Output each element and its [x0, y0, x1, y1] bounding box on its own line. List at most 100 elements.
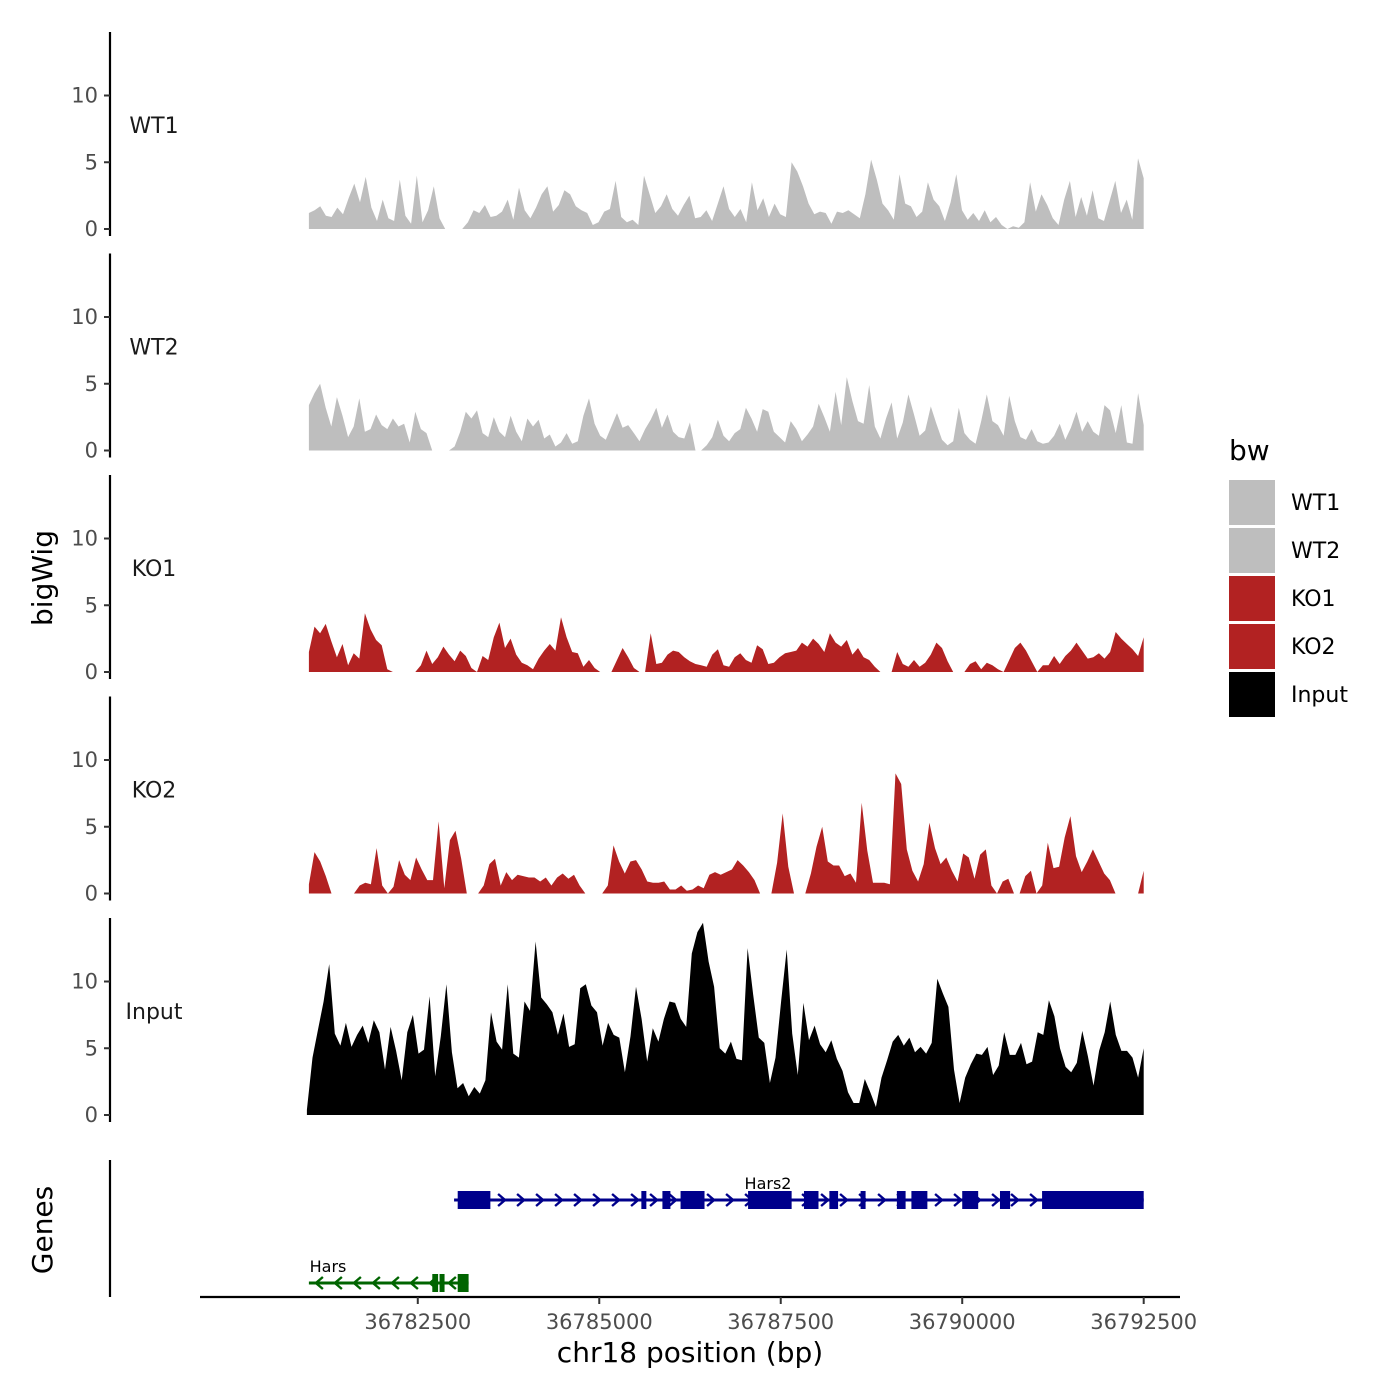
strand-arrow: [371, 1276, 381, 1290]
legend-key-wt2: [1229, 528, 1275, 573]
track-wt2: 0 5 10 WT2: [71, 253, 1144, 463]
strand-arrow: [820, 1193, 830, 1207]
y-tick-label: 5: [85, 150, 98, 174]
strand-arrow: [516, 1193, 526, 1207]
y-tick-label: 5: [85, 1036, 98, 1060]
gene-hars2: Hars2: [454, 1174, 1144, 1209]
exon-block: [911, 1191, 928, 1209]
legend-key-input: [1229, 672, 1275, 717]
y-tick-label: 10: [71, 748, 98, 772]
x-tick-label: 36785000: [546, 1310, 653, 1334]
strand-arrow: [649, 1193, 659, 1207]
y-tick-label: 10: [71, 84, 98, 108]
x-tick-label: 36787500: [727, 1310, 834, 1334]
exon-block: [457, 1274, 469, 1292]
x-tick-label: 36790000: [909, 1310, 1016, 1334]
x-axis: 36782500 36785000 36787500 36790000 36792500: [200, 1295, 1197, 1334]
y-tick-label: 0: [85, 882, 98, 906]
track-label: KO2: [132, 778, 177, 803]
y-tick-label: 0: [85, 439, 98, 463]
track-label: KO1: [132, 557, 177, 582]
y-tick-label: 0: [85, 660, 98, 684]
track-ko2: 0 5 10 KO2: [71, 696, 1144, 906]
strand-arrow: [592, 1193, 602, 1207]
legend: bw WT1 WT2 KO1 KO2 Input: [1229, 434, 1348, 717]
exon-block: [432, 1274, 439, 1292]
track-label: WT2: [129, 335, 178, 360]
strand-arrow: [409, 1276, 419, 1290]
exon-block: [457, 1191, 491, 1209]
strand-arrow: [447, 1276, 457, 1290]
strand-arrow: [535, 1193, 545, 1207]
strand-arrow: [953, 1193, 963, 1207]
strand-arrow: [991, 1193, 1001, 1207]
strand-arrow: [706, 1193, 716, 1207]
y-tick-label: 5: [85, 372, 98, 396]
exon-block: [829, 1191, 839, 1209]
track-wt1: 0 5 10 WT1: [71, 32, 1144, 241]
strand-arrow: [1029, 1193, 1039, 1207]
legend-label-ko1: KO1: [1291, 587, 1336, 612]
y-tick-label: 10: [71, 970, 98, 994]
strand-arrow: [668, 1193, 678, 1207]
y-tick-label: 5: [85, 593, 98, 617]
track-label: WT1: [129, 114, 178, 139]
coverage-area-wt2: [308, 377, 1144, 451]
strand-arrow: [630, 1193, 640, 1207]
gene-hars: Hars: [308, 1257, 469, 1292]
exon-block: [1042, 1191, 1144, 1209]
gene-annotation-panel: Hars2 Hars: [108, 1160, 1144, 1297]
y-tick-label: 0: [85, 217, 98, 241]
strand-arrow: [554, 1193, 564, 1207]
legend-label-input: Input: [1291, 683, 1348, 708]
legend-key-wt1: [1229, 480, 1275, 525]
track-label: Input: [126, 1000, 183, 1025]
strand-arrow: [497, 1193, 507, 1207]
y-tick-label: 10: [71, 527, 98, 551]
coverage-area-ko2: [308, 773, 1144, 894]
exon-block: [860, 1191, 866, 1209]
strand-arrow: [839, 1193, 849, 1207]
coverage-area-input: [306, 922, 1144, 1115]
exon-block: [999, 1191, 1011, 1209]
legend-label-wt1: WT1: [1291, 491, 1340, 516]
exon-block: [896, 1191, 906, 1209]
gene-name-label: Hars: [310, 1257, 347, 1276]
exon-block: [680, 1191, 705, 1209]
gene-name-label: Hars2: [745, 1174, 792, 1193]
strand-arrow: [573, 1193, 583, 1207]
strand-arrow: [314, 1276, 324, 1290]
coverage-area-wt1: [308, 158, 1144, 229]
strand-arrow: [333, 1276, 343, 1290]
strand-arrow: [725, 1193, 735, 1207]
exon-block: [748, 1191, 792, 1209]
strand-arrow: [877, 1193, 887, 1207]
exon-block: [439, 1274, 445, 1292]
y-axis-title: bigWig: [26, 530, 59, 626]
track-input: 0 5 10 Input: [71, 918, 1144, 1127]
exon-block: [662, 1191, 671, 1209]
legend-label-wt2: WT2: [1291, 539, 1340, 564]
legend-label-ko2: KO2: [1291, 635, 1336, 660]
exon-block: [641, 1191, 647, 1209]
legend-title: bw: [1229, 434, 1270, 467]
y-tick-label: 10: [71, 305, 98, 329]
coverage-tracks: 0 5 10 WT1 0 5 10 WT2 0 5 10 KO1 0 5 10 KO2 0 5 10 Input: [71, 32, 1144, 1127]
x-tick-label: 36792500: [1090, 1310, 1197, 1334]
strand-arrow: [352, 1276, 362, 1290]
y-tick-label: 0: [85, 1103, 98, 1127]
x-axis-title: chr18 position (bp): [557, 1336, 823, 1369]
exon-block: [803, 1191, 819, 1209]
strand-arrow: [934, 1193, 944, 1207]
x-tick-label: 36782500: [364, 1310, 471, 1334]
legend-key-ko1: [1229, 576, 1275, 621]
strand-arrow: [611, 1193, 621, 1207]
genes-panel-title: Genes: [26, 1186, 59, 1274]
y-tick-label: 5: [85, 815, 98, 839]
coverage-area-ko1: [308, 613, 1144, 672]
strand-arrow: [1010, 1193, 1020, 1207]
exon-block: [962, 1191, 979, 1209]
strand-arrow: [390, 1276, 400, 1290]
legend-key-ko2: [1229, 624, 1275, 669]
